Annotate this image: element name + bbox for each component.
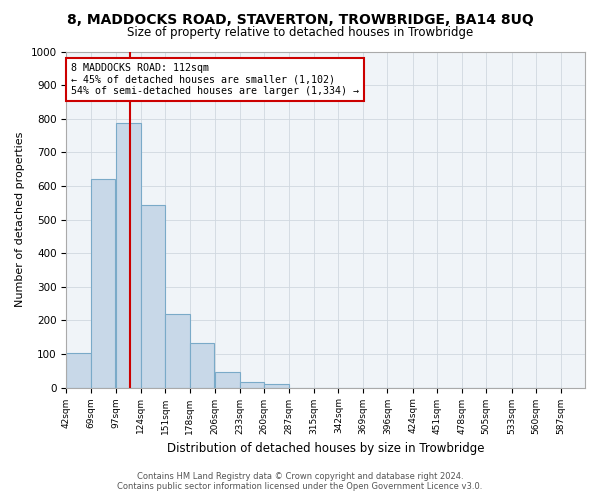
Text: 8 MADDOCKS ROAD: 112sqm
← 45% of detached houses are smaller (1,102)
54% of semi: 8 MADDOCKS ROAD: 112sqm ← 45% of detache…: [71, 64, 359, 96]
Bar: [264, 384, 289, 388]
Bar: [116, 123, 141, 388]
Y-axis label: Number of detached properties: Number of detached properties: [15, 132, 25, 307]
Bar: [141, 205, 165, 388]
Text: Size of property relative to detached houses in Trowbridge: Size of property relative to detached ho…: [127, 26, 473, 39]
X-axis label: Distribution of detached houses by size in Trowbridge: Distribution of detached houses by size …: [167, 442, 484, 455]
Text: 8, MADDOCKS ROAD, STAVERTON, TROWBRIDGE, BA14 8UQ: 8, MADDOCKS ROAD, STAVERTON, TROWBRIDGE,…: [67, 12, 533, 26]
Bar: [215, 372, 239, 388]
Bar: [67, 353, 91, 388]
Bar: [91, 178, 115, 388]
Bar: [190, 343, 214, 388]
Bar: [239, 382, 264, 388]
Text: Contains HM Land Registry data © Crown copyright and database right 2024.
Contai: Contains HM Land Registry data © Crown c…: [118, 472, 482, 491]
Bar: [165, 314, 190, 388]
